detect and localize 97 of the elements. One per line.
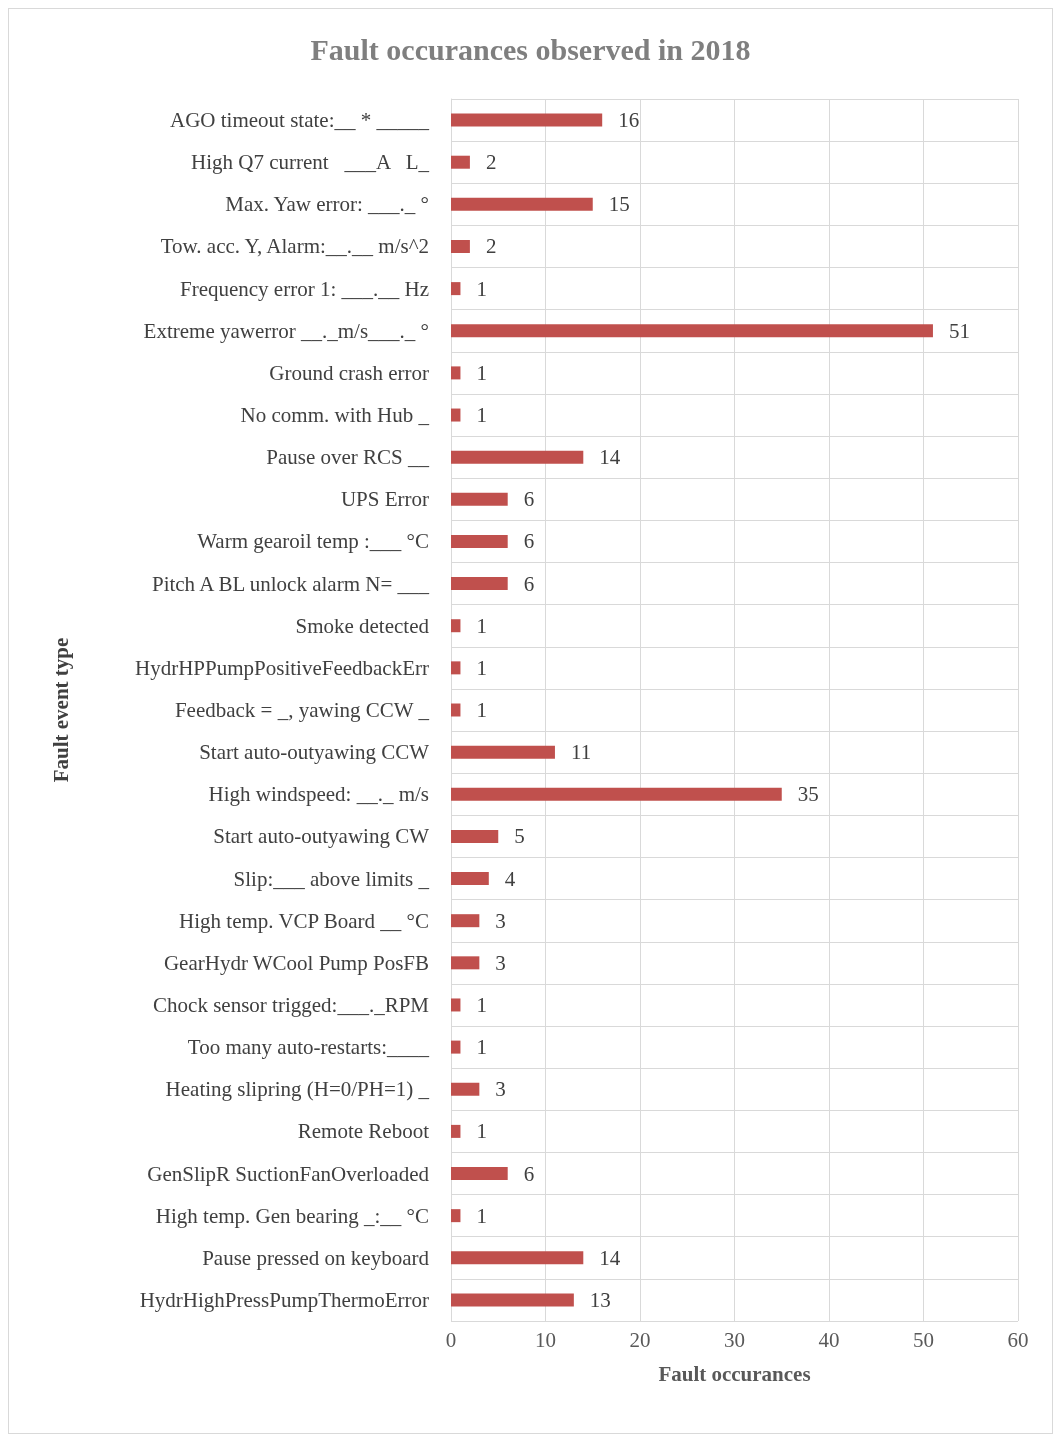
y-tick-label: Start auto-outyawing CW xyxy=(213,824,430,849)
data-label: 6 xyxy=(523,487,535,512)
data-label: 15 xyxy=(608,192,630,217)
y-tick-label: Ground crash error xyxy=(269,360,429,385)
y-tick-label: Smoke detected xyxy=(295,613,430,638)
bar xyxy=(451,1082,480,1096)
bar xyxy=(451,577,508,591)
y-tick-label: AGO timeout state:__ * _____ xyxy=(170,108,430,133)
x-tick-label: 20 xyxy=(629,1327,651,1352)
data-label: 1 xyxy=(476,360,487,385)
y-tick-label: UPS Error xyxy=(340,487,429,512)
x-tick-label: 50 xyxy=(913,1327,934,1352)
y-tick-label: Chock sensor trigged:___._RPM xyxy=(153,992,430,1017)
bar xyxy=(451,661,461,675)
y-tick-label: Pitch A BL unlock alarm N= ___ xyxy=(151,571,430,596)
data-label: 51 xyxy=(948,318,970,343)
y-tick-label: Extreme yawerror __._m/s___._ ° xyxy=(143,318,429,343)
y-tick-label: Pause pressed on keyboard xyxy=(202,1245,430,1270)
bar xyxy=(451,113,603,127)
data-label: 5 xyxy=(514,824,525,849)
data-label: 1 xyxy=(476,403,487,428)
y-tick-label: GenSlipR SuctionFanOverloaded xyxy=(147,1161,430,1186)
bar xyxy=(451,829,499,843)
x-tick-label: 10 xyxy=(535,1327,556,1352)
bar xyxy=(451,745,555,759)
y-tick-label: Too many auto-restarts:____ xyxy=(187,1035,430,1060)
y-tick-label: Feedback = _, yawing CCW _ xyxy=(174,698,430,722)
bar xyxy=(451,619,461,633)
bar xyxy=(451,492,508,506)
data-label: 1 xyxy=(476,613,487,638)
data-label: 14 xyxy=(599,1245,621,1270)
bar xyxy=(451,282,461,296)
data-label: 1 xyxy=(476,1119,487,1144)
y-tick-label: High windspeed: __._ m/s xyxy=(208,782,429,807)
bar xyxy=(451,366,461,380)
data-label: 14 xyxy=(599,445,621,470)
data-label: 1 xyxy=(476,1035,487,1060)
data-label: 1 xyxy=(476,992,487,1017)
bar xyxy=(451,408,461,422)
bar xyxy=(451,239,470,253)
data-label: 16 xyxy=(618,108,640,133)
y-tick-label: No comm. with Hub _ xyxy=(240,403,430,428)
data-label: 2 xyxy=(485,234,497,259)
data-label: 6 xyxy=(523,571,535,596)
y-tick-label: Pause over RCS __ xyxy=(266,445,430,470)
bar xyxy=(451,998,461,1012)
y-tick-label: Start auto-outyawing CCW xyxy=(199,740,430,765)
y-tick-label: High Q7 current ___A L_ xyxy=(191,150,430,175)
bar xyxy=(451,872,489,886)
x-tick-label: 40 xyxy=(818,1327,840,1352)
chart-title: Fault occurances observed in 2018 xyxy=(310,32,751,66)
bar xyxy=(451,914,480,928)
bar xyxy=(451,1124,461,1138)
bar xyxy=(451,703,461,717)
data-label: 4 xyxy=(504,866,516,891)
y-tick-label: HydrHPPumpPositiveFeedbackErr xyxy=(135,655,429,680)
data-label: 13 xyxy=(589,1287,611,1312)
bar xyxy=(451,1167,508,1181)
x-axis-title: Fault occurances xyxy=(658,1361,811,1386)
data-label: 3 xyxy=(495,1077,506,1102)
bar xyxy=(451,1251,584,1265)
data-label: 3 xyxy=(495,908,506,933)
data-label: 1 xyxy=(476,655,487,680)
x-tick-label: 30 xyxy=(724,1327,745,1352)
y-tick-label: Remote Reboot xyxy=(297,1119,430,1144)
bar xyxy=(451,1293,574,1307)
y-tick-label: High temp. VCP Board __ °C xyxy=(179,908,429,933)
y-tick-label: Warm gearoil temp :___ °C xyxy=(197,529,429,554)
data-label: 1 xyxy=(476,276,487,301)
bar xyxy=(451,534,508,548)
bar xyxy=(451,1040,461,1054)
bar xyxy=(451,197,593,211)
data-label: 3 xyxy=(495,950,506,975)
y-axis-title: Fault event type xyxy=(48,637,73,783)
bar xyxy=(451,1209,461,1223)
bar xyxy=(451,450,584,464)
data-label: 1 xyxy=(476,698,487,722)
data-label: 1 xyxy=(476,1203,487,1228)
bar xyxy=(451,956,480,970)
data-label: 35 xyxy=(797,782,819,807)
y-tick-label: Tow. acc. Y, Alarm:__.__ m/s^2 xyxy=(160,234,429,259)
bar xyxy=(451,324,933,338)
y-tick-label: Heating slipring (H=0/PH=1) _ xyxy=(165,1077,430,1102)
x-tick-label: 60 xyxy=(1007,1327,1029,1352)
y-tick-label: Slip:___ above limits _ xyxy=(233,866,430,891)
y-tick-label: HydrHighPressPumpThermoError xyxy=(139,1287,429,1312)
y-tick-label: Frequency error 1: ___.__ Hz xyxy=(179,276,429,301)
data-label: 11 xyxy=(570,740,592,765)
data-label: 6 xyxy=(523,529,535,554)
data-label: 2 xyxy=(485,150,497,175)
bar xyxy=(451,155,470,169)
data-label: 6 xyxy=(523,1161,535,1186)
y-tick-label: High temp. Gen bearing _:__ °C xyxy=(155,1203,429,1228)
y-tick-label: Max. Yaw error: ___._ ° xyxy=(225,192,429,217)
x-tick-label: 0 xyxy=(445,1327,457,1352)
bar xyxy=(451,787,782,801)
y-tick-label: GearHydr WCool Pump PosFB xyxy=(163,950,429,975)
